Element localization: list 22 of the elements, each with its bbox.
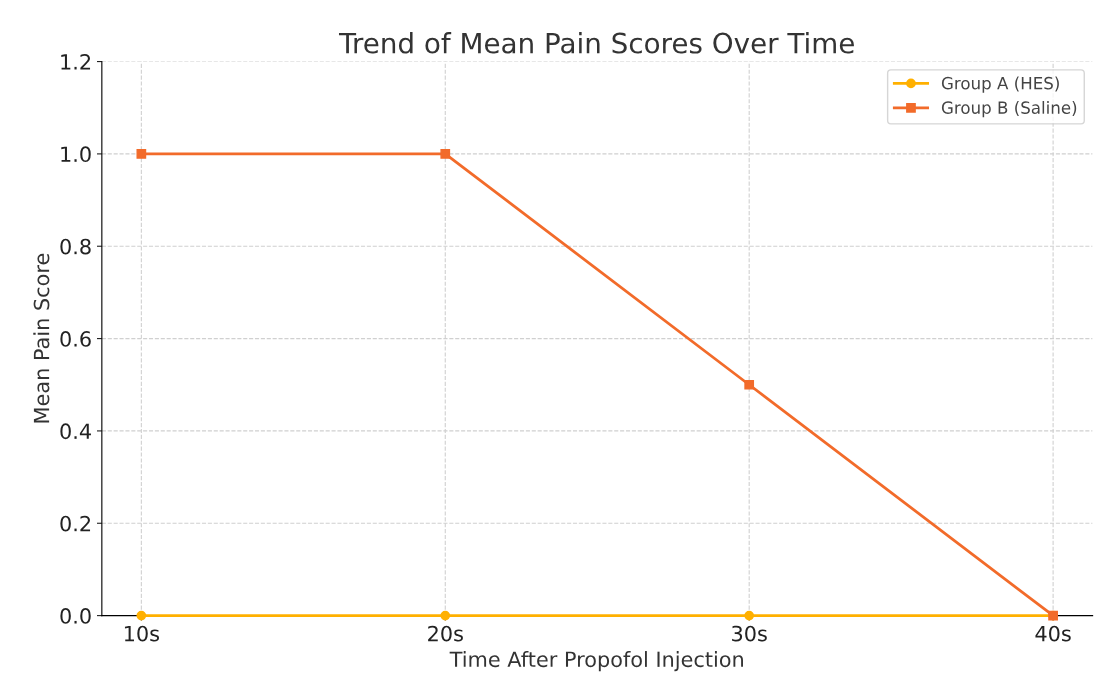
point bbox=[136, 149, 147, 159]
point bbox=[440, 149, 451, 159]
y-tick-label: 0.4 bbox=[60, 423, 91, 440]
legend-label: Group A (HES) bbox=[941, 76, 1059, 93]
point bbox=[440, 610, 451, 621]
chart-title: Trend of Mean Pain Scores Over Time bbox=[338, 32, 854, 54]
point bbox=[136, 610, 147, 621]
y-tick-label: 0.6 bbox=[60, 331, 91, 347]
y-tick-label: 1.2 bbox=[61, 54, 91, 70]
point bbox=[744, 379, 755, 390]
y-tick-label: 0.0 bbox=[60, 608, 91, 624]
x-tick-label: 10s bbox=[124, 625, 160, 642]
x-tick-label: 20s bbox=[428, 625, 463, 642]
y-tick-label: 0.2 bbox=[60, 515, 91, 532]
legend-label: Group B (Saline) bbox=[941, 101, 1077, 118]
x-tick-label: 40s bbox=[1035, 625, 1071, 642]
x-tick-label: 30s bbox=[732, 625, 767, 642]
x-axis-title: Time After Propofol Injection bbox=[449, 651, 743, 672]
y-tick-label: 1.0 bbox=[61, 146, 91, 163]
y-axis-title: Mean Pain Score bbox=[33, 253, 50, 423]
point bbox=[744, 610, 755, 621]
y-tick-label: 0.8 bbox=[60, 238, 91, 255]
